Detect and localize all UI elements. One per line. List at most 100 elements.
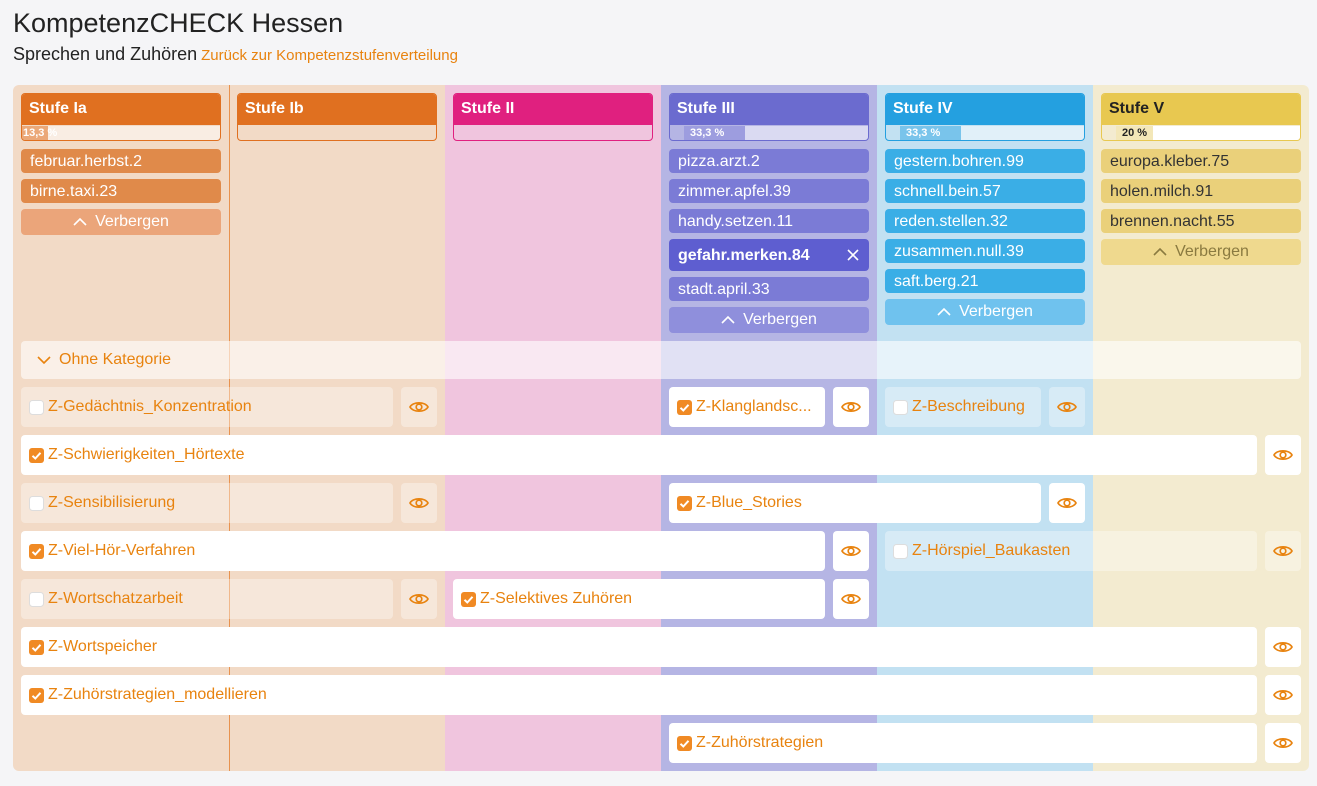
toggle-button[interactable]: Verbergen bbox=[1101, 239, 1301, 265]
tag-label: birne.taxi.23 bbox=[30, 183, 118, 200]
competence-item[interactable]: Z-Klanglandsc... bbox=[669, 387, 825, 427]
eye-button[interactable] bbox=[1265, 627, 1301, 667]
tag[interactable]: brennen.nacht.55 bbox=[1101, 209, 1301, 233]
eye-button[interactable] bbox=[833, 531, 869, 571]
eye-button[interactable] bbox=[1265, 435, 1301, 475]
checkbox[interactable] bbox=[893, 543, 908, 559]
tag-label: februar.herbst.2 bbox=[30, 153, 143, 170]
competence-item[interactable]: Z-Schwierigkeiten_Hörtexte bbox=[21, 435, 1257, 475]
tag-label: holen.milch.91 bbox=[1110, 183, 1214, 200]
tag[interactable]: pizza.arzt.2 bbox=[669, 149, 869, 173]
back-link[interactable]: Zurück zur Kompetenzstufenverteilung bbox=[201, 47, 458, 64]
remove-icon[interactable] bbox=[847, 249, 859, 261]
checkbox[interactable] bbox=[29, 399, 44, 415]
competence-item[interactable]: Z-Zuhörstrategien_modellieren bbox=[21, 675, 1257, 715]
column-header: Stufe Ia 13,3 % bbox=[21, 93, 221, 141]
eye-button[interactable] bbox=[1049, 483, 1085, 523]
eye-button[interactable] bbox=[1265, 531, 1301, 571]
tag[interactable]: reden.stellen.32 bbox=[885, 209, 1085, 233]
toggle-button[interactable]: Verbergen bbox=[885, 299, 1085, 325]
tag[interactable]: holen.milch.91 bbox=[1101, 179, 1301, 203]
item-label: Z-Hörspiel_Baukasten bbox=[912, 542, 1071, 559]
subtitle: Sprechen und Zuhören bbox=[13, 44, 198, 64]
item-label: Z-Beschreibung bbox=[912, 398, 1025, 415]
tag-label: gestern.bohren.99 bbox=[894, 153, 1024, 170]
column-header: Stufe V 20 % bbox=[1101, 93, 1301, 141]
toggle-label: Verbergen bbox=[743, 311, 817, 328]
header-title: Stufe III bbox=[670, 94, 868, 125]
tag[interactable]: birne.taxi.23 bbox=[21, 179, 221, 203]
competence-item[interactable]: Z-Sensibilisierung bbox=[21, 483, 393, 523]
tag[interactable]: zusammen.null.39 bbox=[885, 239, 1085, 263]
competence-item[interactable]: Z-Wortspeicher bbox=[21, 627, 1257, 667]
tag-label: pizza.arzt.2 bbox=[678, 153, 760, 170]
checkbox[interactable] bbox=[893, 399, 908, 415]
checkbox-checked[interactable] bbox=[29, 687, 44, 703]
checkbox-checked[interactable] bbox=[29, 447, 44, 463]
category-label: Ohne Kategorie bbox=[59, 351, 172, 368]
tag[interactable]: saft.berg.21 bbox=[885, 269, 1085, 293]
column bbox=[445, 85, 661, 771]
competence-item[interactable]: Z-Hörspiel_Baukasten bbox=[885, 531, 1257, 571]
checkbox-checked[interactable] bbox=[677, 399, 692, 415]
progress: 13,3 % bbox=[22, 126, 220, 140]
competence-item[interactable]: Z-Viel-Hör-Verfahren bbox=[21, 531, 825, 571]
checkbox-checked[interactable] bbox=[29, 543, 44, 559]
checkbox-checked[interactable] bbox=[677, 495, 692, 511]
column-header: Stufe IV 33,3 % bbox=[885, 93, 1085, 141]
progress-label: 33,3 % bbox=[690, 127, 725, 139]
header-title: Stufe V bbox=[1102, 94, 1300, 125]
toggle-button[interactable]: Verbergen bbox=[669, 307, 869, 333]
category-toggle[interactable]: Ohne Kategorie bbox=[21, 341, 1301, 379]
tag-selected[interactable]: gefahr.merken.84 bbox=[669, 239, 869, 271]
tag-label: europa.kleber.75 bbox=[1110, 153, 1230, 170]
progress-fill bbox=[684, 126, 746, 140]
competence-item[interactable]: Z-Blue_Stories bbox=[669, 483, 1041, 523]
tag-label: schnell.bein.57 bbox=[894, 183, 1001, 200]
competence-item[interactable]: Z-Wortschatzarbeit bbox=[21, 579, 393, 619]
eye-button[interactable] bbox=[1265, 723, 1301, 763]
tag[interactable]: europa.kleber.75 bbox=[1101, 149, 1301, 173]
eye-button[interactable] bbox=[401, 579, 437, 619]
competence-item[interactable]: Z-Selektives Zuhören bbox=[453, 579, 825, 619]
competence-item[interactable]: Z-Gedächtnis_Konzentration bbox=[21, 387, 393, 427]
tag[interactable]: gestern.bohren.99 bbox=[885, 149, 1085, 173]
tag-label: stadt.april.33 bbox=[678, 281, 770, 298]
progress-fill bbox=[22, 126, 49, 140]
tag[interactable]: handy.setzen.11 bbox=[669, 209, 869, 233]
tag[interactable]: februar.herbst.2 bbox=[21, 149, 221, 173]
eye-button[interactable] bbox=[833, 387, 869, 427]
eye-button[interactable] bbox=[401, 387, 437, 427]
tag-label: zusammen.null.39 bbox=[894, 243, 1024, 260]
eye-button[interactable] bbox=[1265, 675, 1301, 715]
progress: 33,3 % bbox=[900, 126, 1084, 140]
tag[interactable]: stadt.april.33 bbox=[669, 277, 869, 301]
eye-button[interactable] bbox=[1049, 387, 1085, 427]
column-header: Stufe III 33,3 % bbox=[669, 93, 869, 141]
checkbox[interactable] bbox=[29, 495, 44, 511]
competence-item[interactable]: Z-Beschreibung bbox=[885, 387, 1041, 427]
progress: 20 % bbox=[1116, 126, 1300, 140]
checkbox-checked[interactable] bbox=[677, 735, 692, 751]
tag[interactable]: zimmer.apfel.39 bbox=[669, 179, 869, 203]
toggle-button[interactable]: Verbergen bbox=[21, 209, 221, 235]
eye-button[interactable] bbox=[833, 579, 869, 619]
item-label: Z-Sensibilisierung bbox=[48, 494, 176, 511]
item-label: Z-Zuhörstrategien_modellieren bbox=[48, 686, 267, 703]
header-title: Stufe Ib bbox=[238, 94, 436, 125]
eye-button[interactable] bbox=[401, 483, 437, 523]
tag[interactable]: schnell.bein.57 bbox=[885, 179, 1085, 203]
checkbox-checked[interactable] bbox=[29, 639, 44, 655]
item-label: Z-Wortspeicher bbox=[48, 638, 158, 655]
item-label: Z-Klanglandsc... bbox=[696, 398, 812, 415]
item-label: Z-Selektives Zuhören bbox=[480, 590, 633, 607]
competence-item[interactable]: Z-Zuhörstrategien bbox=[669, 723, 1257, 763]
subtitle-row: Sprechen und Zuhören Zurück zur Kompetenz… bbox=[13, 44, 458, 65]
checkbox[interactable] bbox=[29, 591, 44, 607]
item-label: Z-Viel-Hör-Verfahren bbox=[48, 542, 196, 559]
tag-label: zimmer.apfel.39 bbox=[678, 183, 791, 200]
checkbox-checked[interactable] bbox=[461, 591, 476, 607]
progress-fill bbox=[900, 126, 962, 140]
progress: 33,3 % bbox=[684, 126, 868, 140]
